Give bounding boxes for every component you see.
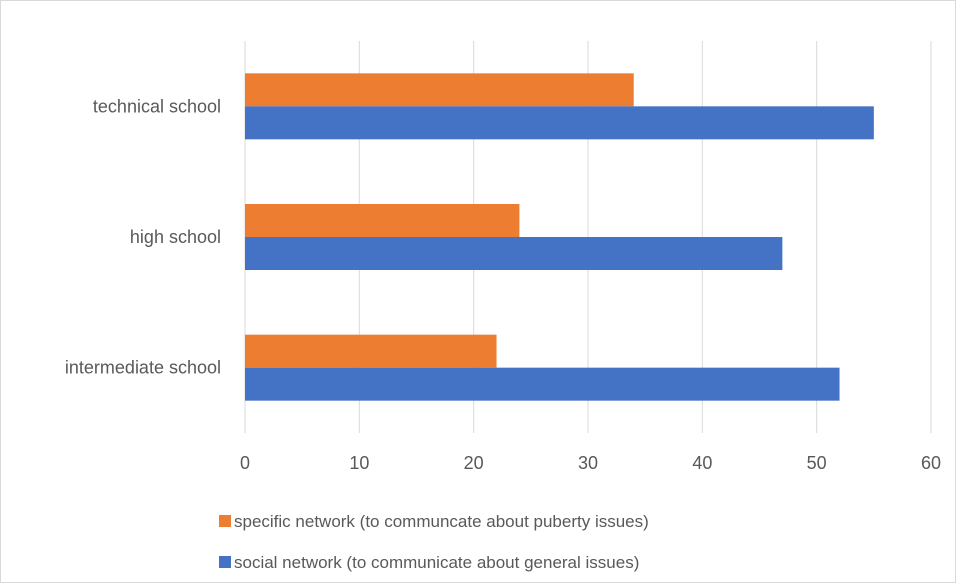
bar-social-network — [245, 106, 874, 140]
x-tick-label: 20 — [464, 453, 484, 473]
x-tick-label: 30 — [578, 453, 598, 473]
x-tick-label: 0 — [240, 453, 250, 473]
x-tick-label: 40 — [692, 453, 712, 473]
bar-specific-network — [245, 204, 520, 237]
x-tick-label: 50 — [807, 453, 827, 473]
x-tick-label: 10 — [349, 453, 369, 473]
x-tick-label: 60 — [921, 453, 941, 473]
legend-swatch — [219, 515, 231, 527]
x-axis: 0 10 20 30 40 50 60 — [240, 453, 941, 473]
bar-specific-network — [245, 334, 497, 368]
category-label: high school — [130, 227, 221, 247]
bars — [245, 73, 874, 401]
legend-label: specific network (to communcate about pu… — [234, 512, 649, 531]
legend: specific network (to communcate about pu… — [219, 512, 649, 572]
bar-social-network — [245, 367, 840, 401]
bar-specific-network — [245, 73, 634, 107]
legend-label: social network (to communicate about gen… — [234, 553, 639, 572]
category-label: technical school — [93, 96, 221, 116]
y-axis-categories: technical school high school intermediate … — [65, 96, 221, 377]
bar-social-network — [245, 237, 783, 270]
legend-swatch — [219, 556, 231, 568]
category-label: intermediate school — [65, 358, 221, 378]
